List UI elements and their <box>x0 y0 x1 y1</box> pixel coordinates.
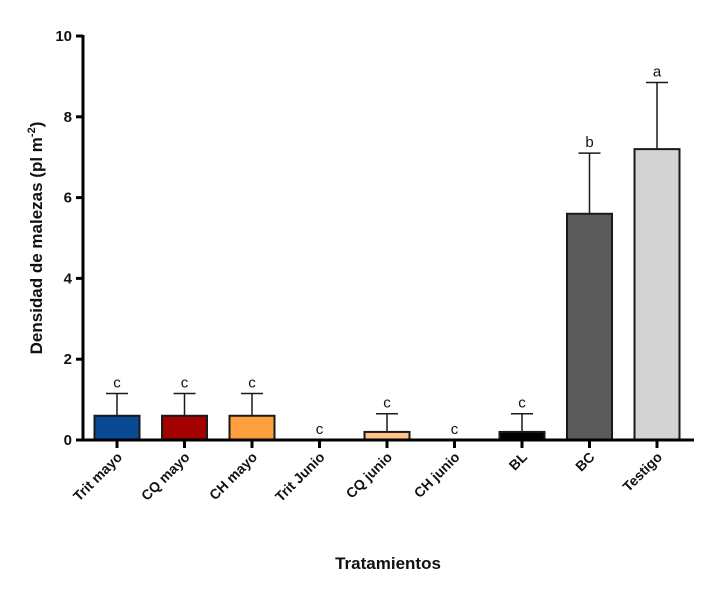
significance-letter: c <box>181 375 189 392</box>
significance-letter: c <box>248 375 256 392</box>
significance-letter: a <box>653 63 662 80</box>
y-axis-title-superscript: -2 <box>26 127 38 137</box>
bar-bc <box>566 212 613 441</box>
significance-letter: c <box>383 395 391 412</box>
y-tick-label: 10 <box>55 28 72 45</box>
y-tick-label: 4 <box>64 270 73 287</box>
y-ticks-layer: 0 2 4 6 8 10 <box>55 28 83 449</box>
x-tick-label: Trit mayo <box>70 449 125 504</box>
bar-ch-mayo <box>228 414 276 442</box>
y-tick-label: 0 <box>64 432 72 449</box>
x-tick-label: BL <box>506 448 531 473</box>
significance-letter: c <box>451 421 459 438</box>
x-tick-label: CQ junio <box>343 449 396 502</box>
x-tick-label: Testigo <box>619 449 665 495</box>
x-tick-label: CH mayo <box>206 449 260 503</box>
significance-letter: c <box>518 395 526 412</box>
y-tick-label: 2 <box>64 351 72 368</box>
error-bars-layer <box>106 81 668 432</box>
y-tick-label: 6 <box>64 190 72 207</box>
bar-cq-mayo <box>161 414 208 442</box>
significance-letters-layer: c c c c c c c b a <box>113 63 662 438</box>
x-axis-title: Tratamientos <box>335 554 441 573</box>
y-tick-label: 8 <box>64 109 72 126</box>
significance-letter: c <box>113 375 121 392</box>
y-axis-title: Densidad de malezas (pl m-2) <box>26 122 46 355</box>
x-ticks-layer: Trit mayo CQ mayo CH mayo Trit Junio CQ juni… <box>70 440 665 505</box>
bar-trit-mayo <box>93 414 141 442</box>
significance-letter: c <box>316 421 324 438</box>
significance-letter: b <box>585 134 593 151</box>
bar-testigo <box>633 148 681 441</box>
x-tick-label: Trit Junio <box>272 449 328 505</box>
y-axis-title-main: Densidad de malezas (pl m <box>27 137 46 354</box>
x-tick-label: CQ mayo <box>138 449 193 504</box>
y-axis-title-close: ) <box>27 122 46 128</box>
x-tick-label: CH junio <box>411 449 463 501</box>
x-tick-label: BC <box>572 449 598 475</box>
